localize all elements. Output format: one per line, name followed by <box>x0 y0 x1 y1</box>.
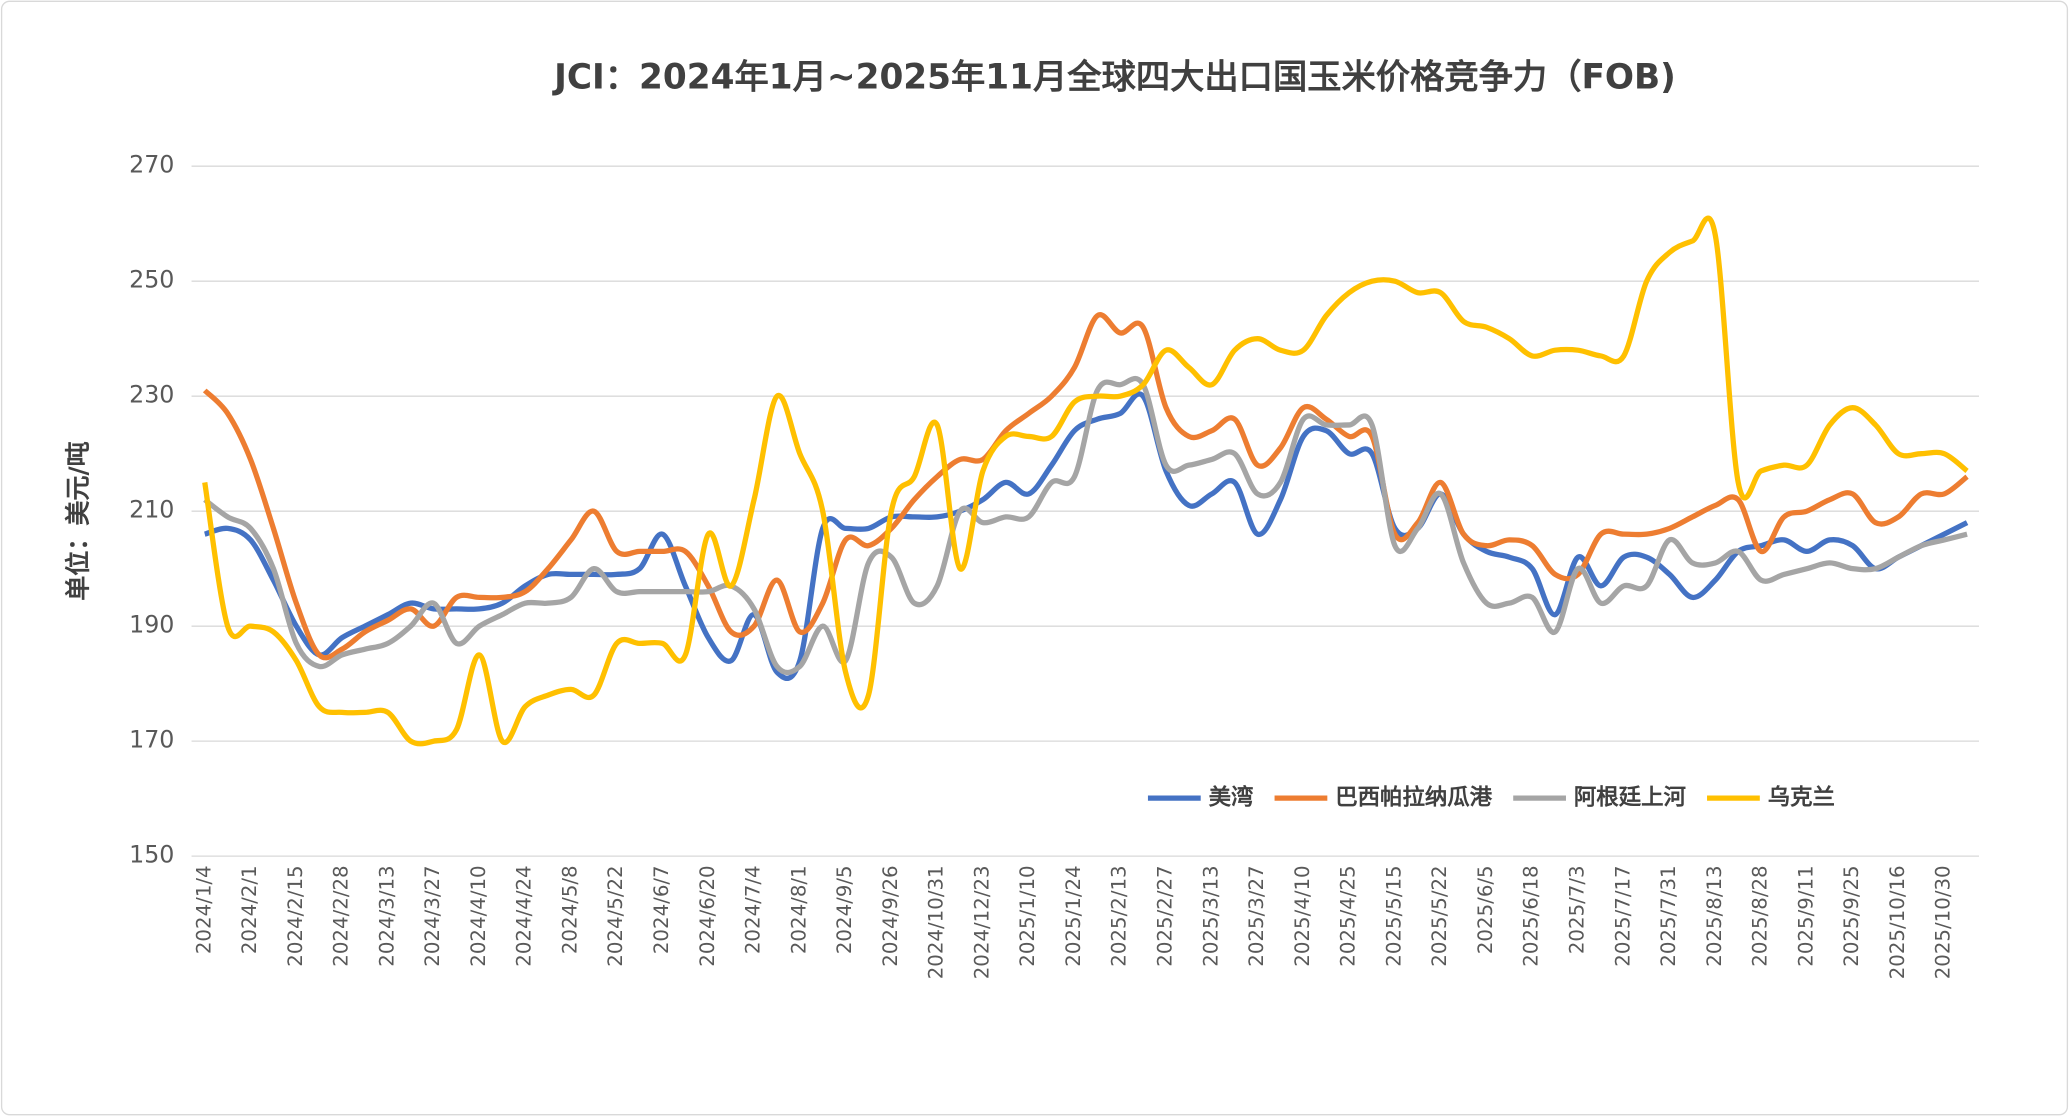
x-tick-label: 2025/8/13 <box>1703 865 1726 966</box>
x-tick-label: 2024/2/15 <box>284 865 307 966</box>
x-tick-label: 2025/5/15 <box>1382 865 1405 966</box>
legend-label: 乌克兰 <box>1768 784 1835 811</box>
y-tick-label: 210 <box>129 496 174 524</box>
x-tick-label: 2024/2/28 <box>330 865 353 966</box>
legend-label: 巴西帕拉纳瓜港 <box>1335 784 1492 811</box>
y-tick-label: 270 <box>129 151 174 179</box>
x-tick-label: 2024/4/10 <box>467 865 490 966</box>
x-tick-label: 2025/3/13 <box>1199 865 1222 966</box>
x-tick-label: 2024/2/1 <box>238 865 261 954</box>
x-tick-label: 2024/5/8 <box>558 865 581 954</box>
x-tick-label: 2024/9/5 <box>833 865 856 954</box>
y-tick-label: 170 <box>129 726 174 754</box>
x-tick-label: 2025/7/3 <box>1565 865 1588 954</box>
x-tick-label: 2024/3/27 <box>421 865 444 966</box>
line-series <box>202 215 1969 747</box>
x-tick-label: 2024/6/20 <box>696 865 719 966</box>
y-axis-label: 单位：美元/吨 <box>63 441 92 600</box>
x-tick-label: 2025/6/5 <box>1474 865 1497 954</box>
x-tick-label: 2025/6/18 <box>1520 865 1543 966</box>
x-tick-label: 2025/3/27 <box>1245 865 1268 966</box>
y-tick-label: 150 <box>129 841 174 869</box>
line-series <box>202 312 1969 661</box>
x-tick-label: 2024/6/7 <box>650 865 673 954</box>
x-tick-label: 2024/10/31 <box>925 865 948 979</box>
chart-title: JCI：2024年1月~2025年11月全球四大出口国玉米价格竞争力（FOB) <box>552 58 1676 98</box>
y-tick-label: 250 <box>129 266 174 294</box>
x-tick-label: 2025/5/22 <box>1428 865 1451 966</box>
x-tick-label: 2025/9/25 <box>1840 865 1863 966</box>
x-tick-label: 2024/4/24 <box>513 865 536 966</box>
x-tick-label: 2024/3/13 <box>375 865 398 966</box>
legend-label: 阿根廷上河 <box>1574 785 1686 811</box>
x-tick-label: 2025/2/13 <box>1108 865 1131 966</box>
y-tick-label: 190 <box>129 611 174 639</box>
x-tick-label: 2025/9/11 <box>1794 865 1817 966</box>
x-tick-label: 2024/1/4 <box>192 865 215 954</box>
x-tick-label: 2024/7/4 <box>742 865 765 954</box>
x-tick-label: 2024/5/22 <box>604 865 627 966</box>
x-tick-label: 2025/7/17 <box>1611 865 1634 966</box>
y-tick-label: 230 <box>129 381 174 409</box>
x-tick-label: 2025/1/24 <box>1062 865 1085 966</box>
x-tick-label: 2025/10/30 <box>1932 865 1955 979</box>
x-tick-label: 2025/7/31 <box>1657 865 1680 966</box>
x-tick-label: 2025/4/10 <box>1291 865 1314 966</box>
x-tick-label: 2025/10/16 <box>1886 865 1909 979</box>
line-series <box>203 375 1968 676</box>
x-tick-label: 2024/8/1 <box>787 865 810 954</box>
legend-label: 美湾 <box>1209 784 1254 811</box>
x-tick-label: 2025/4/25 <box>1337 865 1360 966</box>
x-tick-label: 2025/1/10 <box>1016 865 1039 966</box>
x-tick-label: 2025/8/28 <box>1749 865 1772 966</box>
x-tick-label: 2024/12/23 <box>970 865 993 979</box>
x-tick-label: 2025/2/27 <box>1154 865 1177 966</box>
line-series <box>203 391 1969 681</box>
x-tick-label: 2024/9/26 <box>879 865 902 966</box>
